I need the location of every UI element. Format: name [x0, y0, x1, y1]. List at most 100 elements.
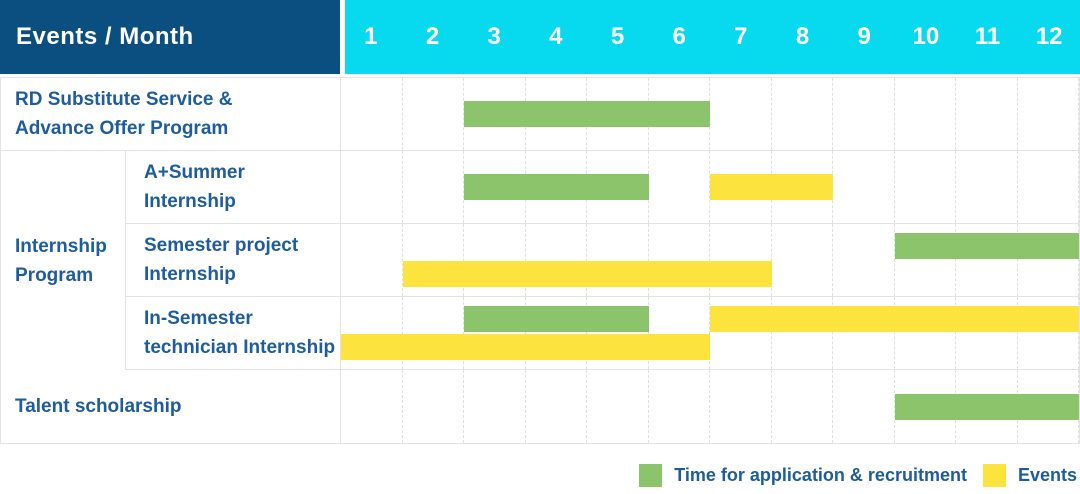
gantt-row-chart: [341, 151, 1079, 223]
gantt-row-chart: [341, 224, 1079, 296]
green-gantt-bar: [464, 101, 710, 127]
month-grid-cell: [1018, 78, 1079, 150]
row-label-rd-substitute: RD Substitute Service & Advance Offer Pr…: [1, 78, 341, 150]
legend-label: Events: [1017, 465, 1077, 485]
row-label-line: RD Substitute Service &: [15, 89, 233, 110]
group-rows: A+Summer Internship Semester project Int…: [126, 151, 1079, 370]
month-grid-cell: [833, 78, 895, 150]
row-label-a-plus-summer: A+Summer Internship: [126, 151, 341, 223]
row-label-line: Advance Offer Program: [15, 118, 229, 139]
month-grid-cell: [587, 370, 649, 443]
month-label: 5: [610, 23, 625, 50]
month-label: 4: [549, 23, 563, 50]
yellow-gantt-bar: [710, 174, 833, 200]
table-row: A+Summer Internship: [126, 151, 1079, 224]
green-swatch-icon: [639, 464, 663, 487]
month-grid-cell: [833, 370, 895, 443]
row-label-in-semester-technician: In-Semester technician Internship: [126, 297, 341, 369]
month-grid-cell: [772, 370, 833, 443]
month-grid-cell: [833, 224, 895, 296]
month-grid-cell: [526, 297, 587, 369]
yellow-gantt-bar: [402, 261, 772, 287]
green-gantt-bar: [464, 306, 649, 332]
table-row: Talent scholarship: [1, 370, 1079, 443]
month-grid-cell: [710, 224, 772, 296]
month-grid-cell: [833, 151, 895, 223]
table-row: Semester project Internship: [126, 224, 1079, 297]
month-grid-cell: [464, 224, 526, 296]
month-label: 1: [364, 23, 378, 50]
table-row: RD Substitute Service & Advance Offer Pr…: [1, 78, 1079, 151]
gantt-row-chart: [341, 370, 1079, 443]
yellow-gantt-bar: [341, 334, 710, 360]
month-grid-cell: [341, 297, 403, 369]
month-grid-cell: [649, 297, 710, 369]
row-label-line: A+Summer: [144, 162, 245, 183]
month-grid-cell: [710, 370, 772, 443]
month-label: 7: [734, 23, 748, 50]
yellow-gantt-bar: [710, 306, 1079, 332]
month-grid-cell: [710, 78, 772, 150]
group-label-line: Internship: [15, 235, 107, 257]
group-label-internship-program: Internship Program: [1, 151, 126, 370]
month-grid-cell: [956, 224, 1018, 296]
month-label: 3: [487, 23, 501, 50]
gantt-row-chart: [341, 297, 1079, 369]
row-label-line: Internship: [144, 191, 236, 212]
month-grid-cell: [587, 297, 649, 369]
month-grid-cell: [341, 78, 403, 150]
month-grid-cell: [772, 297, 833, 369]
group-label-line: Program: [15, 264, 94, 286]
month-grid-cell: [956, 151, 1018, 223]
month-grid-cell: [895, 151, 956, 223]
month-grid-cell: [1018, 151, 1079, 223]
month-grid-cell: [403, 78, 464, 150]
row-label-talent-scholarship: Talent scholarship: [1, 370, 341, 443]
month-grid-cell: [403, 297, 464, 369]
month-label: 10: [912, 23, 940, 50]
legend-label: Time for application & recruitment: [674, 465, 967, 485]
row-label-line: Internship: [144, 264, 236, 285]
month-grid-cell: [403, 151, 464, 223]
header-month-strip: [345, 0, 1080, 74]
table-row: In-Semester technician Internship: [126, 297, 1079, 370]
month-grid-cell: [649, 370, 710, 443]
header-events-month-cell: Events / Month: [0, 0, 340, 74]
internship-program-group: Internship Program A+Summer Internship S…: [1, 151, 1079, 370]
green-gantt-bar: [464, 174, 649, 200]
month-grid-cell: [403, 224, 464, 296]
month-grid-cell: [956, 78, 1018, 150]
month-axis: 1 2 3 4 5 6 7 8 9 10 11 12: [340, 0, 1080, 74]
month-label: 8: [795, 23, 810, 50]
gantt-row-chart: [341, 78, 1079, 150]
month-grid-cell: [649, 224, 710, 296]
month-grid-cell: [772, 78, 833, 150]
month-grid-cell: [526, 370, 587, 443]
month-grid-cell: [895, 297, 956, 369]
month-label: 12: [1035, 23, 1063, 50]
row-label-semester-project: Semester project Internship: [126, 224, 341, 296]
row-label-line: Semester project: [144, 235, 299, 256]
month-grid-cell: [464, 297, 526, 369]
yellow-swatch-icon: [982, 464, 1006, 487]
row-label-line: Talent scholarship: [15, 396, 182, 417]
month-grid-cell: [341, 370, 403, 443]
month-grid-cell: [772, 224, 833, 296]
month-label: 9: [857, 23, 871, 50]
month-grid-cell: [649, 151, 710, 223]
green-gantt-bar: [894, 393, 1079, 420]
green-gantt-bar: [894, 233, 1079, 259]
legend-item-events: Events: [982, 464, 1077, 487]
schedule-table: RD Substitute Service & Advance Offer Pr…: [0, 77, 1080, 444]
month-grid-cell: [1018, 224, 1079, 296]
month-grid-cell: [1018, 297, 1079, 369]
row-label-line: In-Semester: [144, 308, 253, 329]
month-grid-cell: [341, 224, 403, 296]
legend: Time for application & recruitment Event…: [639, 464, 1077, 487]
month-grid-cell: [895, 78, 956, 150]
row-label-line: technician Internship: [144, 337, 336, 358]
month-label: 6: [672, 23, 686, 50]
month-label: 2: [425, 23, 440, 50]
month-grid-cell: [956, 297, 1018, 369]
